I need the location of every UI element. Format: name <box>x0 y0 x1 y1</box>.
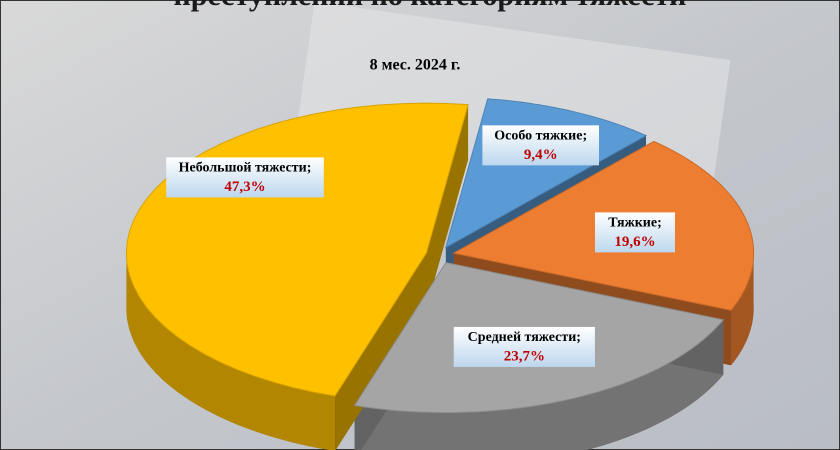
label-box <box>482 125 600 166</box>
slice-label: Тяжкие; <box>608 216 662 231</box>
slice-label: Средней тяжести; <box>468 330 581 345</box>
value-label: 47,3% <box>224 179 265 195</box>
slice-wall <box>426 104 469 309</box>
slice-label: Особо тяжкие; <box>494 129 587 144</box>
slice-side <box>126 253 335 450</box>
value-label: 23,7% <box>504 348 545 364</box>
slice-side <box>731 253 754 366</box>
label-box <box>594 212 675 253</box>
slice-label: Небольшой тяжести; <box>179 161 312 176</box>
chart-subtitle: 8 мес. 2024 г. <box>370 57 461 74</box>
value-label: 9,4% <box>524 147 558 163</box>
label-box <box>453 326 595 367</box>
chart-title: преступлений по категориям тяжести <box>174 0 687 12</box>
label-box <box>166 157 324 198</box>
slice-side <box>354 319 724 450</box>
value-label: 19,6% <box>614 234 655 250</box>
